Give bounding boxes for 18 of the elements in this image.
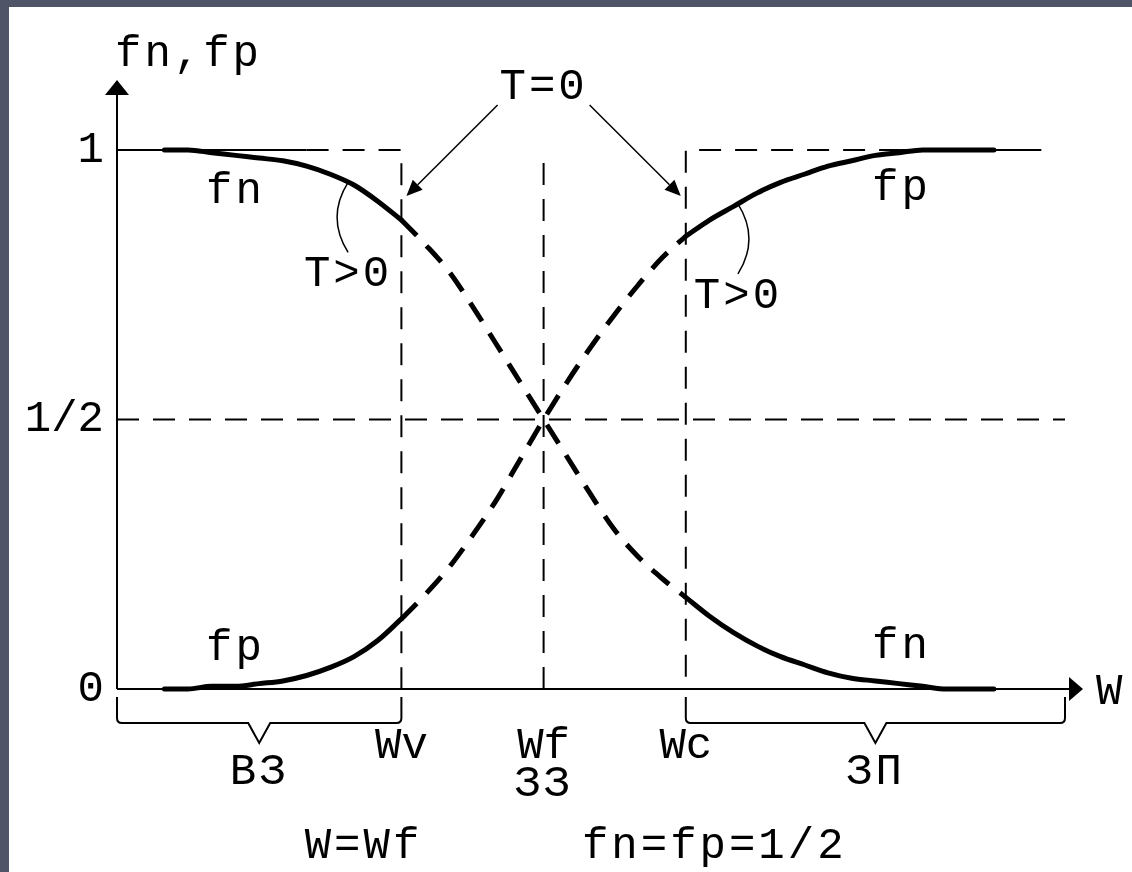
y-axis-title: fn,fp bbox=[115, 29, 263, 79]
annotation: T>0 bbox=[693, 270, 783, 321]
text: fn=fp=1/2 bbox=[581, 820, 847, 871]
y-tick-label: 0 bbox=[77, 663, 104, 714]
series-label: fn bbox=[872, 620, 931, 671]
series-label: fp bbox=[872, 163, 931, 214]
x-axis-title: W bbox=[1096, 666, 1126, 717]
text: ЗП bbox=[845, 746, 905, 797]
y-tick-label: 1/2 bbox=[24, 394, 104, 445]
y-tick-label: 1 bbox=[77, 124, 104, 175]
text: W=Wf bbox=[304, 820, 423, 871]
legend-label: fn bbox=[206, 166, 265, 217]
x-tick-label: Wv bbox=[374, 721, 428, 772]
text: T=0 bbox=[499, 61, 588, 112]
x-tick-label: Wc bbox=[659, 721, 713, 772]
series-label: fp bbox=[206, 622, 265, 673]
annotation: T>0 bbox=[303, 249, 393, 299]
text: ВЗ bbox=[229, 746, 289, 797]
